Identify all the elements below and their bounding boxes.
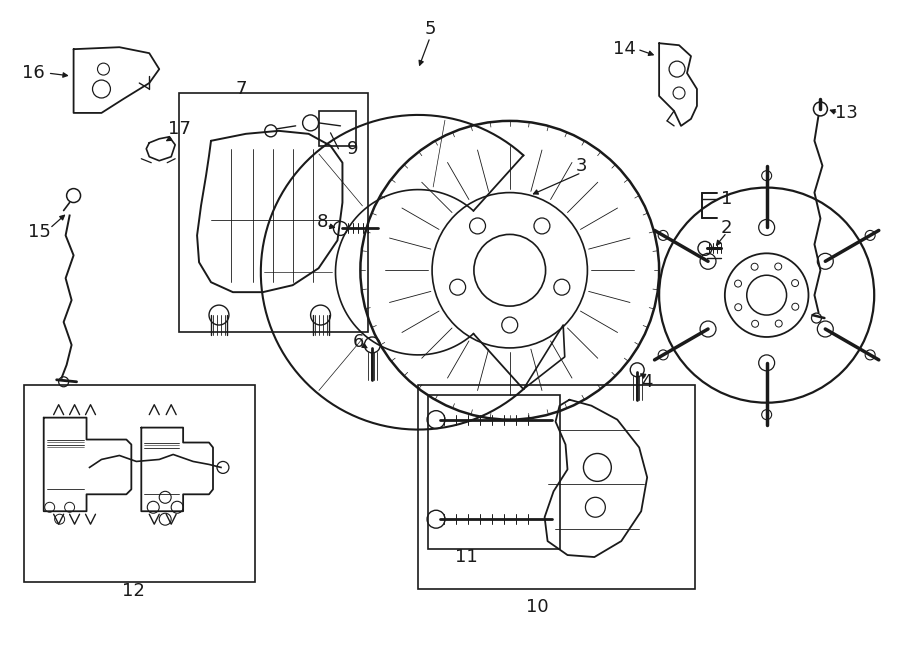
Bar bbox=[23, 385, 255, 582]
Text: 3: 3 bbox=[576, 157, 587, 175]
Text: 10: 10 bbox=[526, 598, 549, 616]
Bar bbox=[428, 395, 560, 549]
Bar bbox=[418, 385, 695, 589]
Circle shape bbox=[734, 280, 742, 287]
Bar bbox=[179, 93, 368, 332]
Text: 15: 15 bbox=[28, 223, 51, 241]
Text: 2: 2 bbox=[721, 219, 733, 237]
Text: 7: 7 bbox=[235, 80, 247, 98]
Text: 11: 11 bbox=[454, 548, 477, 566]
Circle shape bbox=[752, 321, 759, 327]
Text: 17: 17 bbox=[167, 120, 191, 138]
Circle shape bbox=[792, 280, 798, 287]
Text: 9: 9 bbox=[346, 139, 358, 158]
Text: 12: 12 bbox=[122, 582, 145, 600]
Text: 14: 14 bbox=[613, 40, 635, 58]
Circle shape bbox=[734, 303, 742, 311]
Circle shape bbox=[775, 320, 782, 327]
Text: 13: 13 bbox=[835, 104, 858, 122]
Circle shape bbox=[775, 263, 782, 270]
Text: 16: 16 bbox=[22, 64, 45, 82]
Circle shape bbox=[792, 303, 799, 310]
Text: 8: 8 bbox=[317, 214, 328, 231]
Circle shape bbox=[752, 263, 758, 270]
Text: 6: 6 bbox=[353, 333, 364, 351]
Bar bbox=[319, 111, 356, 146]
Text: 4: 4 bbox=[642, 373, 652, 391]
Text: 5: 5 bbox=[424, 20, 436, 38]
Text: 1: 1 bbox=[721, 190, 733, 208]
